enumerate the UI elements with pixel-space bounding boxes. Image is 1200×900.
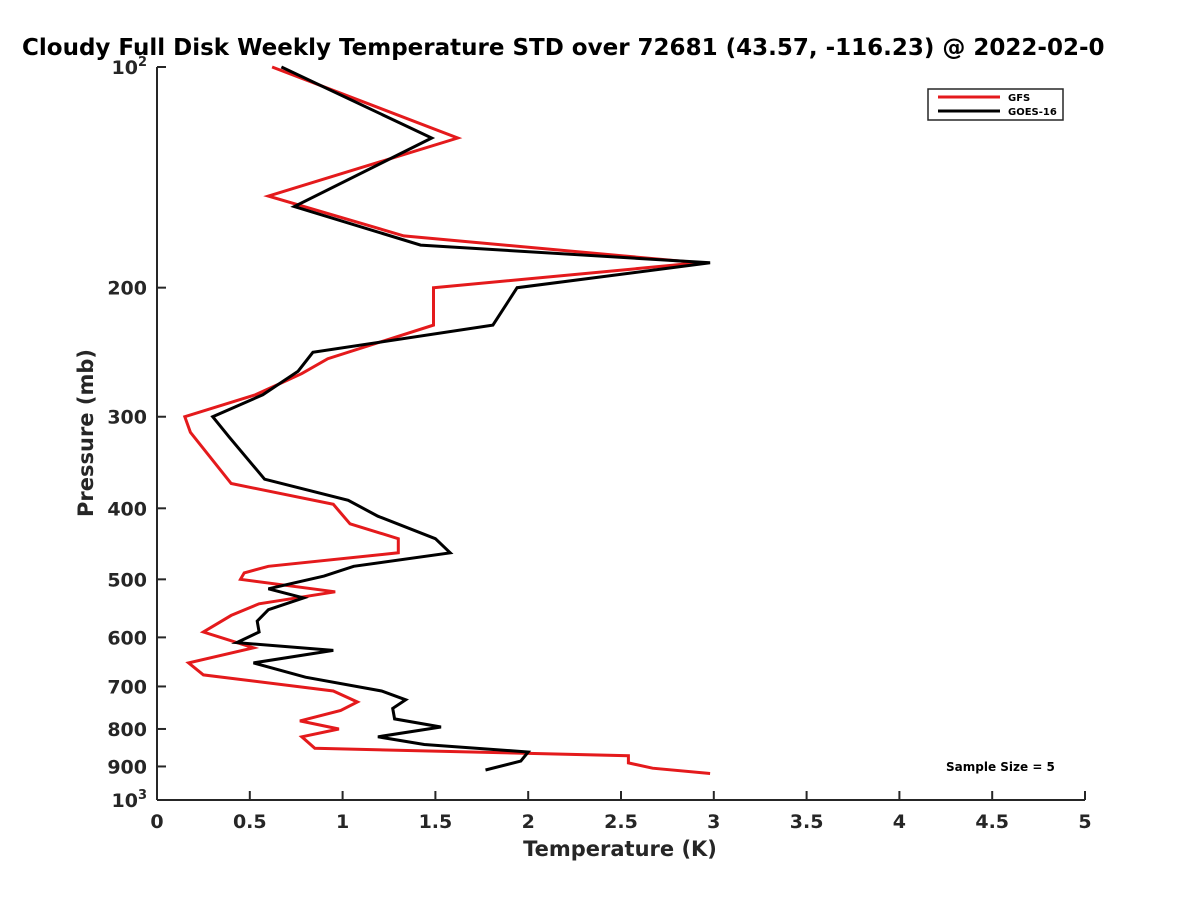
x-tick-label: 3.5 [790,811,824,833]
series-layer [182,65,711,775]
y-axis-label: Pressure (mb) [74,349,98,517]
y-tick-label: 600 [107,627,147,649]
chart-title: Cloudy Full Disk Weekly Temperature STD … [22,35,1105,61]
x-tick-label: 1.5 [419,811,453,833]
y-tick-label: 800 [107,719,147,741]
y-tick-label: 200 [107,278,147,300]
y-tick-label: 700 [107,676,147,698]
x-tick-label: 0 [150,811,163,833]
y-tick-label: 900 [107,756,147,778]
y-tick-label: 103 [112,788,148,812]
x-tick-label: 1 [336,811,349,833]
series-line-goes-16 [210,65,711,772]
legend: GFS GOES-16 [927,88,1064,121]
x-axis-label: Temperature (K) [523,837,717,861]
legend-label: GFS [1008,93,1030,104]
axes-layer: 0 0.5 1 1.5 2 2.5 3 3.5 4 4.5 5 102 200 300 400 500 600 7… [107,55,1091,833]
x-tick-label: 2 [522,811,535,833]
x-tick-label: 4.5 [975,811,1009,833]
legend-box [927,88,1064,121]
sample-size-annotation: Sample Size = 5 [946,760,1055,774]
x-tick-label: 4 [893,811,906,833]
x-tick-label: 5 [1078,811,1091,833]
y-tick-label: 400 [107,498,147,520]
x-tick-label: 2.5 [604,811,638,833]
series-line-gfs [182,65,711,775]
y-tick-label: 500 [107,569,147,591]
x-tick-label: 3 [707,811,720,833]
x-tick-label: 0.5 [233,811,267,833]
y-tick-label: 300 [107,407,147,429]
y-tick-label: 102 [112,55,148,79]
legend-label: GOES-16 [1008,107,1057,118]
